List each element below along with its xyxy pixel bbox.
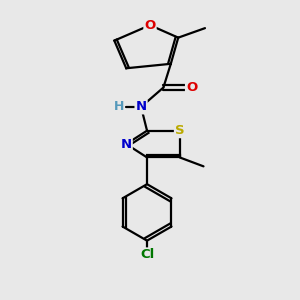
Text: N: N: [136, 100, 147, 113]
Text: H: H: [114, 100, 124, 113]
Text: S: S: [175, 124, 184, 137]
Text: N: N: [121, 138, 132, 151]
Text: O: O: [144, 19, 156, 32]
Text: O: O: [186, 81, 197, 94]
Text: Cl: Cl: [140, 248, 154, 261]
